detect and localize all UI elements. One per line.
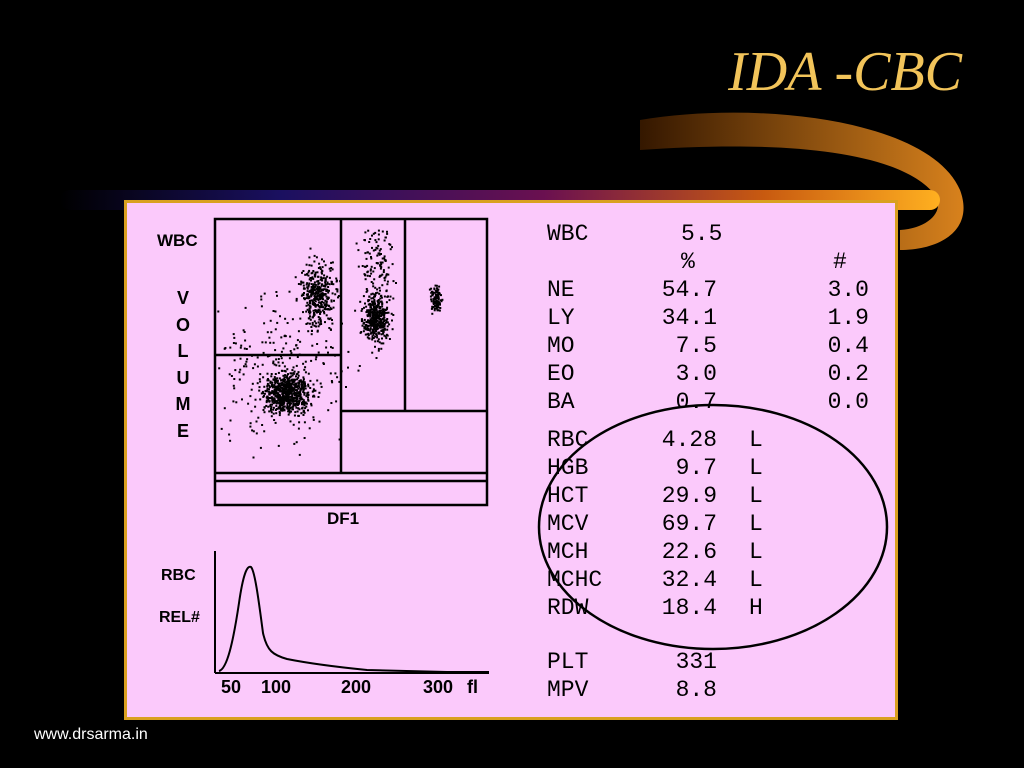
scatter-dots: [217, 229, 444, 459]
histogram-y-label-rbc: RBC: [161, 567, 196, 584]
abs-header: #: [833, 249, 847, 275]
histogram-tick-100: 100: [261, 677, 292, 697]
histogram-tick-fl: fl: [467, 677, 478, 697]
platelet-row: PLT 331: [547, 649, 887, 677]
diff-name: MO: [547, 333, 575, 359]
platelet-name: PLT: [547, 649, 589, 675]
rbc-index-value: 69.7: [661, 511, 717, 537]
diff-name: BA: [547, 389, 575, 415]
diff-abs: 0.2: [827, 361, 869, 387]
rbc-index-name: RDW: [547, 595, 589, 621]
diff-name: NE: [547, 277, 575, 303]
rbc-index-row: HGB 9.7 L: [547, 455, 887, 483]
rbc-index-row: MCV 69.7 L: [547, 511, 887, 539]
rbc-index-value: 18.4: [661, 595, 717, 621]
rbc-index-value: 29.9: [661, 483, 717, 509]
rbc-index-row: RDW 18.4 H: [547, 595, 887, 623]
rbc-index-name: HGB: [547, 455, 589, 481]
scatter-y-label: WBC: [157, 231, 198, 250]
rbc-index-flag: L: [749, 427, 763, 453]
diff-pct: 3.0: [675, 361, 717, 387]
rbc-index-name: MCH: [547, 539, 589, 565]
rbc-index-row: HCT 29.9 L: [547, 483, 887, 511]
rbc-index-flag: H: [749, 595, 763, 621]
slide-title: IDA -CBC: [728, 41, 962, 103]
diff-row: MO 7.5 0.4: [547, 333, 887, 361]
wbc-label: WBC: [547, 221, 589, 247]
rbc-index-value: 9.7: [675, 455, 717, 481]
diff-pct: 0.7: [675, 389, 717, 415]
diff-abs: 3.0: [827, 277, 869, 303]
histogram-tick-300: 300: [423, 677, 454, 697]
rbc-index-value: 32.4: [661, 567, 717, 593]
rbc-index-row: MCH 22.6 L: [547, 539, 887, 567]
histogram-tick-50: 50: [221, 677, 242, 697]
rbc-index-name: RBC: [547, 427, 589, 453]
diff-pct: 54.7: [661, 277, 717, 303]
rbc-index-name: MCV: [547, 511, 589, 537]
rbc-index-row: RBC 4.28 L: [547, 427, 887, 455]
diff-header-row: % #: [547, 249, 887, 277]
histogram-y-label-rel: REL#: [159, 609, 200, 626]
rbc-index-flag: L: [749, 539, 763, 565]
wbc-scatter-plot: [213, 217, 889, 674]
rbc-index-flag: L: [749, 511, 763, 537]
rbc-index-flag: L: [749, 455, 763, 481]
diff-name: LY: [547, 305, 575, 331]
diff-pct: 7.5: [675, 333, 717, 359]
platelet-value: 331: [675, 649, 717, 675]
rbc-histogram: [214, 551, 489, 674]
rbc-index-value: 22.6: [661, 539, 717, 565]
rbc-index-name: MCHC: [547, 567, 603, 593]
diff-abs: 0.0: [827, 389, 869, 415]
rbc-index-value: 4.28: [661, 427, 717, 453]
platelet-row: MPV 8.8: [547, 677, 887, 705]
scatter-volume-label: V O L U M E: [175, 288, 191, 441]
diff-row: NE 54.7 3.0: [547, 277, 887, 305]
pct-header: %: [681, 249, 695, 275]
diff-row: EO 3.0 0.2: [547, 361, 887, 389]
rbc-index-row: MCHC 32.4 L: [547, 567, 887, 595]
diff-pct: 34.1: [661, 305, 717, 331]
diff-row: BA 0.7 0.0: [547, 389, 887, 417]
rbc-index-flag: L: [749, 483, 763, 509]
footer-url: www.drsarma.in: [34, 726, 148, 743]
wbc-row: WBC 5.5: [547, 221, 887, 249]
abnormal-indices-ellipse: [537, 403, 889, 651]
diff-row: LY 34.1 1.9: [547, 305, 887, 333]
histogram-tick-200: 200: [341, 677, 372, 697]
platelet-name: MPV: [547, 677, 589, 703]
rbc-index-flag: L: [749, 567, 763, 593]
platelet-value: 8.8: [675, 677, 717, 703]
diff-abs: 1.9: [827, 305, 869, 331]
diff-abs: 0.4: [827, 333, 869, 359]
scatter-x-label: DF1: [327, 509, 360, 528]
wbc-value: 5.5: [681, 221, 723, 247]
rbc-index-name: HCT: [547, 483, 589, 509]
cbc-report-card: WBC V O L U M E DF1 RBC REL# 50 100: [124, 200, 898, 720]
diff-name: EO: [547, 361, 575, 387]
